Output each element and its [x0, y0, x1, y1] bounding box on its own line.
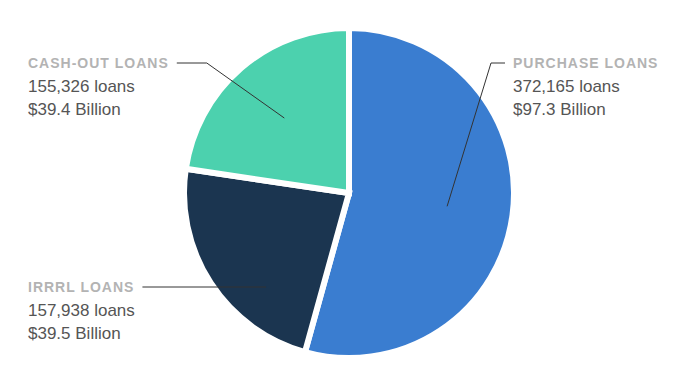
- slice-category: CASH-OUT LOANS: [28, 55, 169, 71]
- pie-chart: PURCHASE LOANS 372,165 loans $97.3 Billion…: [0, 0, 700, 390]
- slice-amount-label: $97.3 Billion: [513, 100, 606, 119]
- slice-value-label: 372,165 loans: [513, 77, 620, 96]
- slices: [184, 28, 514, 358]
- labels: PURCHASE LOANS 372,165 loans $97.3 Billion…: [28, 55, 658, 343]
- slice-amount-label: $39.4 Billion: [28, 100, 121, 119]
- pie-slice: [184, 169, 349, 352]
- pie-slice: [186, 28, 349, 193]
- leader-line: [447, 63, 505, 206]
- slice-amount-label: $39.5 Billion: [28, 324, 121, 343]
- leader-line: [142, 287, 266, 288]
- leader-line: [177, 63, 285, 118]
- slice-category: IRRRL LOANS: [28, 279, 134, 295]
- slice-value-label: 157,938 loans: [28, 301, 135, 320]
- slice-value-label: 155,326 loans: [28, 77, 135, 96]
- slice-category: PURCHASE LOANS: [513, 55, 658, 71]
- chart-container: PURCHASE LOANS 372,165 loans $97.3 Billion…: [0, 0, 700, 390]
